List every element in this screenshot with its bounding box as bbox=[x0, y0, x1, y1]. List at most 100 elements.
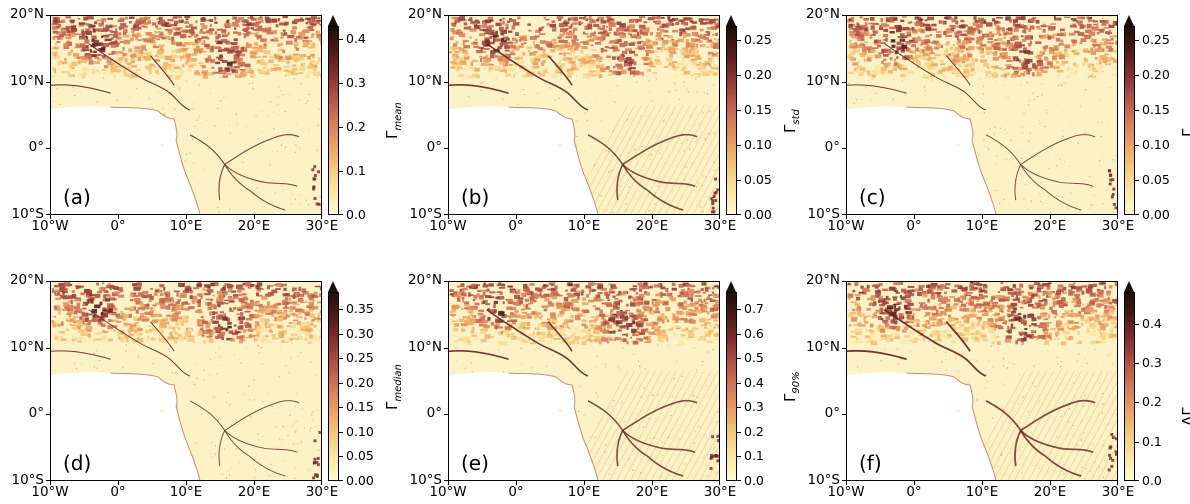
terrain-patch bbox=[259, 314, 264, 317]
terrain-patch bbox=[600, 47, 604, 50]
terrain-patch bbox=[921, 75, 928, 77]
terrain-patch bbox=[233, 295, 239, 299]
terrain-patch bbox=[630, 29, 638, 33]
terrain-speckle bbox=[1062, 196, 1064, 198]
terrain-patch bbox=[213, 282, 219, 287]
terrain-patch bbox=[129, 37, 134, 42]
terrain-patch bbox=[235, 284, 243, 289]
terrain-patch bbox=[112, 329, 117, 332]
terrain-speckle bbox=[291, 425, 293, 427]
terrain-speckle bbox=[209, 374, 211, 376]
terrain-patch bbox=[461, 68, 464, 71]
terrain-patch bbox=[1022, 64, 1029, 68]
terrain-speckle bbox=[1070, 192, 1072, 194]
lat-tick-mark bbox=[444, 81, 448, 83]
terrain-patch bbox=[1007, 27, 1013, 32]
terrain-patch bbox=[1042, 23, 1047, 26]
terrain-patch bbox=[705, 31, 709, 34]
terrain-patch bbox=[284, 55, 292, 60]
terrain-patch bbox=[202, 31, 209, 34]
terrain-patch bbox=[305, 21, 308, 25]
terrain-patch bbox=[995, 25, 1000, 31]
terrain-patch bbox=[276, 317, 284, 322]
terrain-patch bbox=[682, 66, 687, 70]
terrain-patch bbox=[537, 71, 541, 75]
colorbar-tick-label: 0.20 bbox=[346, 374, 374, 390]
terrain-patch bbox=[563, 40, 568, 44]
terrain-speckle bbox=[311, 411, 313, 413]
terrain-speckle bbox=[1038, 120, 1041, 122]
terrain-patch bbox=[1098, 60, 1102, 65]
terrain-patch bbox=[911, 60, 915, 63]
terrain-patch bbox=[233, 54, 240, 59]
terrain-patch bbox=[1013, 48, 1019, 51]
terrain-patch bbox=[67, 301, 71, 303]
terrain-patch bbox=[980, 44, 987, 47]
terrain-patch bbox=[993, 20, 999, 24]
terrain-speckle bbox=[609, 90, 611, 92]
terrain-patch bbox=[181, 30, 188, 33]
terrain-speckle bbox=[59, 103, 61, 106]
terrain-patch bbox=[1108, 42, 1114, 45]
terrain-patch bbox=[176, 55, 180, 58]
terrain-patch bbox=[258, 305, 265, 309]
terrain-patch bbox=[948, 65, 954, 70]
terrain-patch bbox=[1020, 35, 1024, 38]
terrain-speckle bbox=[1004, 84, 1006, 87]
terrain-patch bbox=[514, 32, 520, 36]
terrain-patch bbox=[130, 299, 134, 302]
terrain-speckle bbox=[681, 74, 684, 76]
terrain-patch bbox=[919, 43, 923, 47]
terrain-patch bbox=[987, 41, 995, 43]
terrain-patch bbox=[277, 43, 283, 46]
terrain-patch bbox=[582, 56, 589, 60]
terrain-patch bbox=[666, 22, 672, 26]
terrain-patch bbox=[195, 69, 199, 73]
terrain-patch bbox=[1106, 61, 1110, 65]
terrain-patch bbox=[608, 18, 614, 21]
coastline bbox=[110, 106, 201, 214]
terrain-patch bbox=[1086, 23, 1092, 29]
terrain-patch bbox=[474, 19, 480, 23]
terrain-patch bbox=[260, 61, 267, 66]
terrain-patch bbox=[527, 23, 532, 26]
lon-tick-label: 30°E bbox=[305, 218, 339, 234]
terrain-patch bbox=[259, 70, 266, 74]
terrain-patch bbox=[950, 46, 953, 51]
colorbar-tick-label: 0.35 bbox=[346, 301, 374, 317]
terrain-patch bbox=[313, 317, 317, 321]
terrain-patch bbox=[181, 318, 189, 323]
terrain-patch bbox=[103, 291, 109, 293]
terrain-patch bbox=[302, 63, 305, 67]
terrain-patch bbox=[500, 30, 507, 34]
terrain-speckle bbox=[1091, 203, 1093, 206]
terrain-patch bbox=[526, 46, 533, 50]
terrain-speckle bbox=[509, 73, 511, 76]
terrain-speckle bbox=[275, 104, 277, 106]
terrain-speckle bbox=[663, 101, 665, 103]
terrain-patch bbox=[959, 45, 966, 50]
terrain-patch bbox=[262, 338, 270, 342]
terrain-patch bbox=[152, 44, 157, 48]
terrain-patch bbox=[1077, 32, 1085, 36]
terrain-patch bbox=[901, 69, 905, 73]
terrain-speckle bbox=[235, 448, 238, 450]
terrain-patch bbox=[227, 317, 230, 322]
terrain-patch bbox=[299, 325, 306, 329]
terrain-patch bbox=[199, 23, 205, 26]
terrain-patch bbox=[938, 20, 942, 24]
terrain-speckle bbox=[870, 91, 872, 93]
terrain-patch bbox=[695, 63, 700, 66]
terrain-patch bbox=[885, 18, 890, 23]
terrain-patch bbox=[1097, 71, 1102, 74]
terrain-patch bbox=[945, 34, 953, 37]
terrain-patch bbox=[132, 26, 139, 31]
terrain-patch bbox=[84, 39, 90, 44]
terrain-patch bbox=[597, 25, 601, 30]
lon-tick-label: 0° bbox=[906, 218, 922, 234]
terrain-patch bbox=[488, 69, 492, 73]
terrain-patch bbox=[992, 18, 996, 22]
terrain-patch bbox=[515, 39, 518, 43]
colorbar-subscript: median bbox=[393, 363, 404, 402]
terrain-patch bbox=[971, 61, 975, 65]
